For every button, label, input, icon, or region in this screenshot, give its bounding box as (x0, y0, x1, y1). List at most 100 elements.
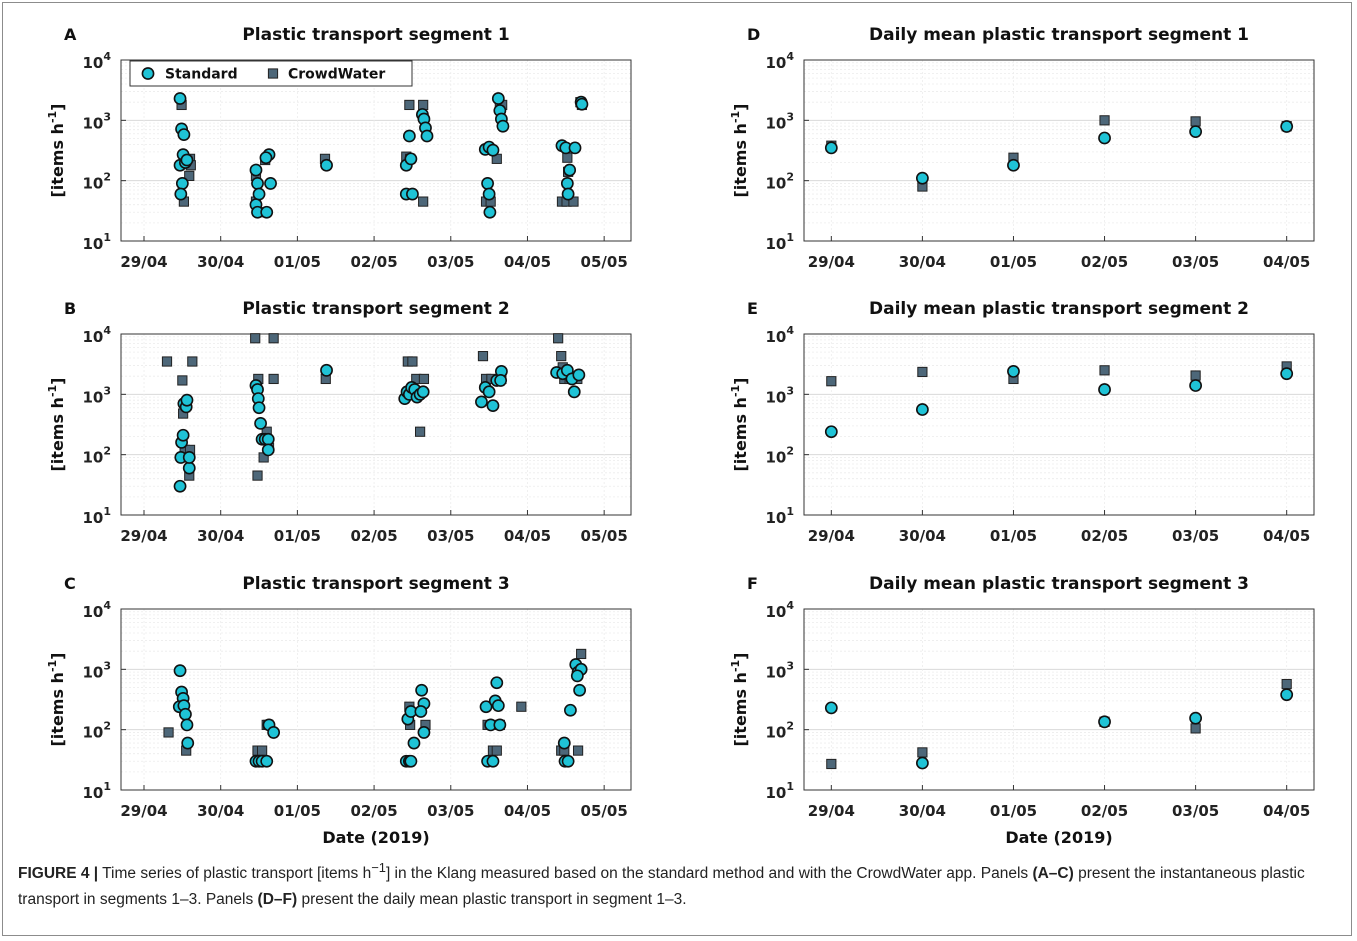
caption-panels-df: (D–F) (257, 891, 298, 909)
standard-point (259, 151, 273, 165)
caption-text-3: present the instantaneous plastic transp… (18, 865, 1305, 909)
x-tick-label: 30/04 (197, 527, 244, 545)
x-tick-label: 01/05 (274, 527, 321, 545)
standard-point (404, 754, 418, 768)
x-tick-label: 02/05 (350, 802, 397, 820)
standard-point (572, 368, 586, 382)
y-axis-label: [items h-1] (46, 378, 67, 472)
standard-point (479, 700, 493, 714)
standard-point (252, 187, 266, 201)
x-tick-label: 02/05 (350, 527, 397, 545)
standard-point (1007, 158, 1020, 172)
y-axis-label: [items h-1] (729, 653, 750, 747)
standard-point (1189, 379, 1203, 392)
y-tick-label: 103 (82, 659, 111, 681)
y-tick-label: 104 (82, 599, 111, 621)
standard-point (260, 754, 274, 768)
standard-point (1280, 688, 1294, 702)
crowdwater-point (1190, 723, 1201, 734)
panel-letter: A (64, 25, 77, 44)
crowdwater-point (917, 366, 928, 378)
crowdwater-point (491, 745, 502, 756)
crowdwater-point (917, 747, 928, 758)
legend-standard-label: Standard (165, 67, 238, 83)
standard-point (407, 736, 421, 750)
x-tick-label: 04/05 (1263, 802, 1310, 820)
standard-point (173, 664, 187, 678)
standard-point (824, 701, 838, 715)
panel-letter: F (747, 574, 758, 593)
standard-point (174, 187, 188, 201)
standard-point (570, 669, 584, 683)
x-tick-label: 03/05 (1172, 253, 1219, 271)
panel-a: 29/04 30/04 01/05 02/05 03/05 04/05 05/05 101 10… (46, 25, 632, 271)
legend: Standard CrowdWater (129, 60, 413, 87)
crowdwater-point (562, 152, 573, 163)
x-tick-label: 01/05 (990, 527, 1037, 545)
y-axis-label: [items h-1] (729, 378, 750, 472)
standard-point (402, 129, 416, 143)
crowdwater-point (404, 99, 415, 111)
panel-d: 29/04 30/04 01/05 02/05 03/05 04/05 101 102 103 1… (729, 25, 1315, 271)
standard-point (494, 374, 508, 387)
x-tick-label: 29/04 (808, 527, 855, 545)
standard-point (824, 425, 838, 439)
panel-c: 29/04 30/04 01/05 02/05 03/05 04/05 05/05 101 10… (46, 574, 632, 847)
standard-point (320, 363, 333, 377)
standard-point (486, 143, 500, 157)
standard-point (261, 443, 275, 457)
panel-title: Plastic transport segment 3 (242, 574, 509, 594)
standard-point (252, 401, 266, 415)
x-tick-label: 02/05 (1081, 802, 1128, 820)
standard-point (251, 177, 264, 190)
crowdwater-point (1281, 678, 1292, 690)
crowdwater-point (250, 333, 261, 344)
caption-text-2: ] in the Klang measured based on the sta… (385, 865, 1033, 883)
x-tick-label: 02/05 (1081, 253, 1128, 271)
standard-point (490, 676, 504, 690)
x-tick-label: 30/04 (197, 253, 244, 271)
axes-box (120, 333, 632, 516)
legend-standard-marker (141, 67, 155, 80)
y-tick-label: 101 (82, 780, 111, 802)
standard-point (264, 177, 277, 190)
x-tick-label: 29/04 (808, 253, 855, 271)
crowdwater-point (268, 373, 279, 385)
standard-point (573, 683, 587, 697)
panel-title: Daily mean plastic transport segment 2 (869, 299, 1249, 319)
standard-point (1007, 364, 1020, 378)
standard-point (475, 395, 488, 409)
y-tick-label: 101 (82, 231, 111, 253)
crowdwater-point (1190, 116, 1201, 127)
standard-point (496, 119, 510, 133)
x-tick-label: 04/05 (1263, 527, 1310, 545)
caption-text-4: present the daily mean plastic transport… (297, 891, 687, 909)
crowdwater-point (1099, 115, 1110, 126)
y-tick-label: 102 (765, 720, 794, 742)
standard-point (486, 754, 500, 768)
standard-point (561, 187, 575, 201)
standard-point (482, 187, 496, 201)
x-tick-label: 05/05 (581, 527, 628, 545)
standard-point (561, 754, 575, 768)
panel-title: Daily mean plastic transport segment 3 (869, 574, 1249, 594)
caption-sup: −1 (371, 860, 386, 875)
standard-point (180, 718, 194, 732)
standard-point (175, 177, 189, 190)
standard-point (1189, 125, 1203, 139)
crowdwater-point (516, 701, 527, 712)
standard-point (1098, 131, 1111, 145)
crowdwater-point (556, 351, 567, 362)
crowdwater-point (477, 351, 489, 362)
axes-box (803, 59, 1315, 242)
x-tick-label: 02/05 (1081, 527, 1128, 545)
panel-title: Plastic transport segment 1 (242, 25, 509, 45)
y-tick-label: 102 (765, 171, 794, 193)
standard-point (575, 97, 589, 111)
standard-point (1280, 120, 1294, 133)
x-tick-label: 03/05 (1172, 527, 1219, 545)
y-tick-label: 104 (765, 324, 794, 346)
standard-point (557, 736, 571, 750)
standard-point (1189, 711, 1203, 725)
